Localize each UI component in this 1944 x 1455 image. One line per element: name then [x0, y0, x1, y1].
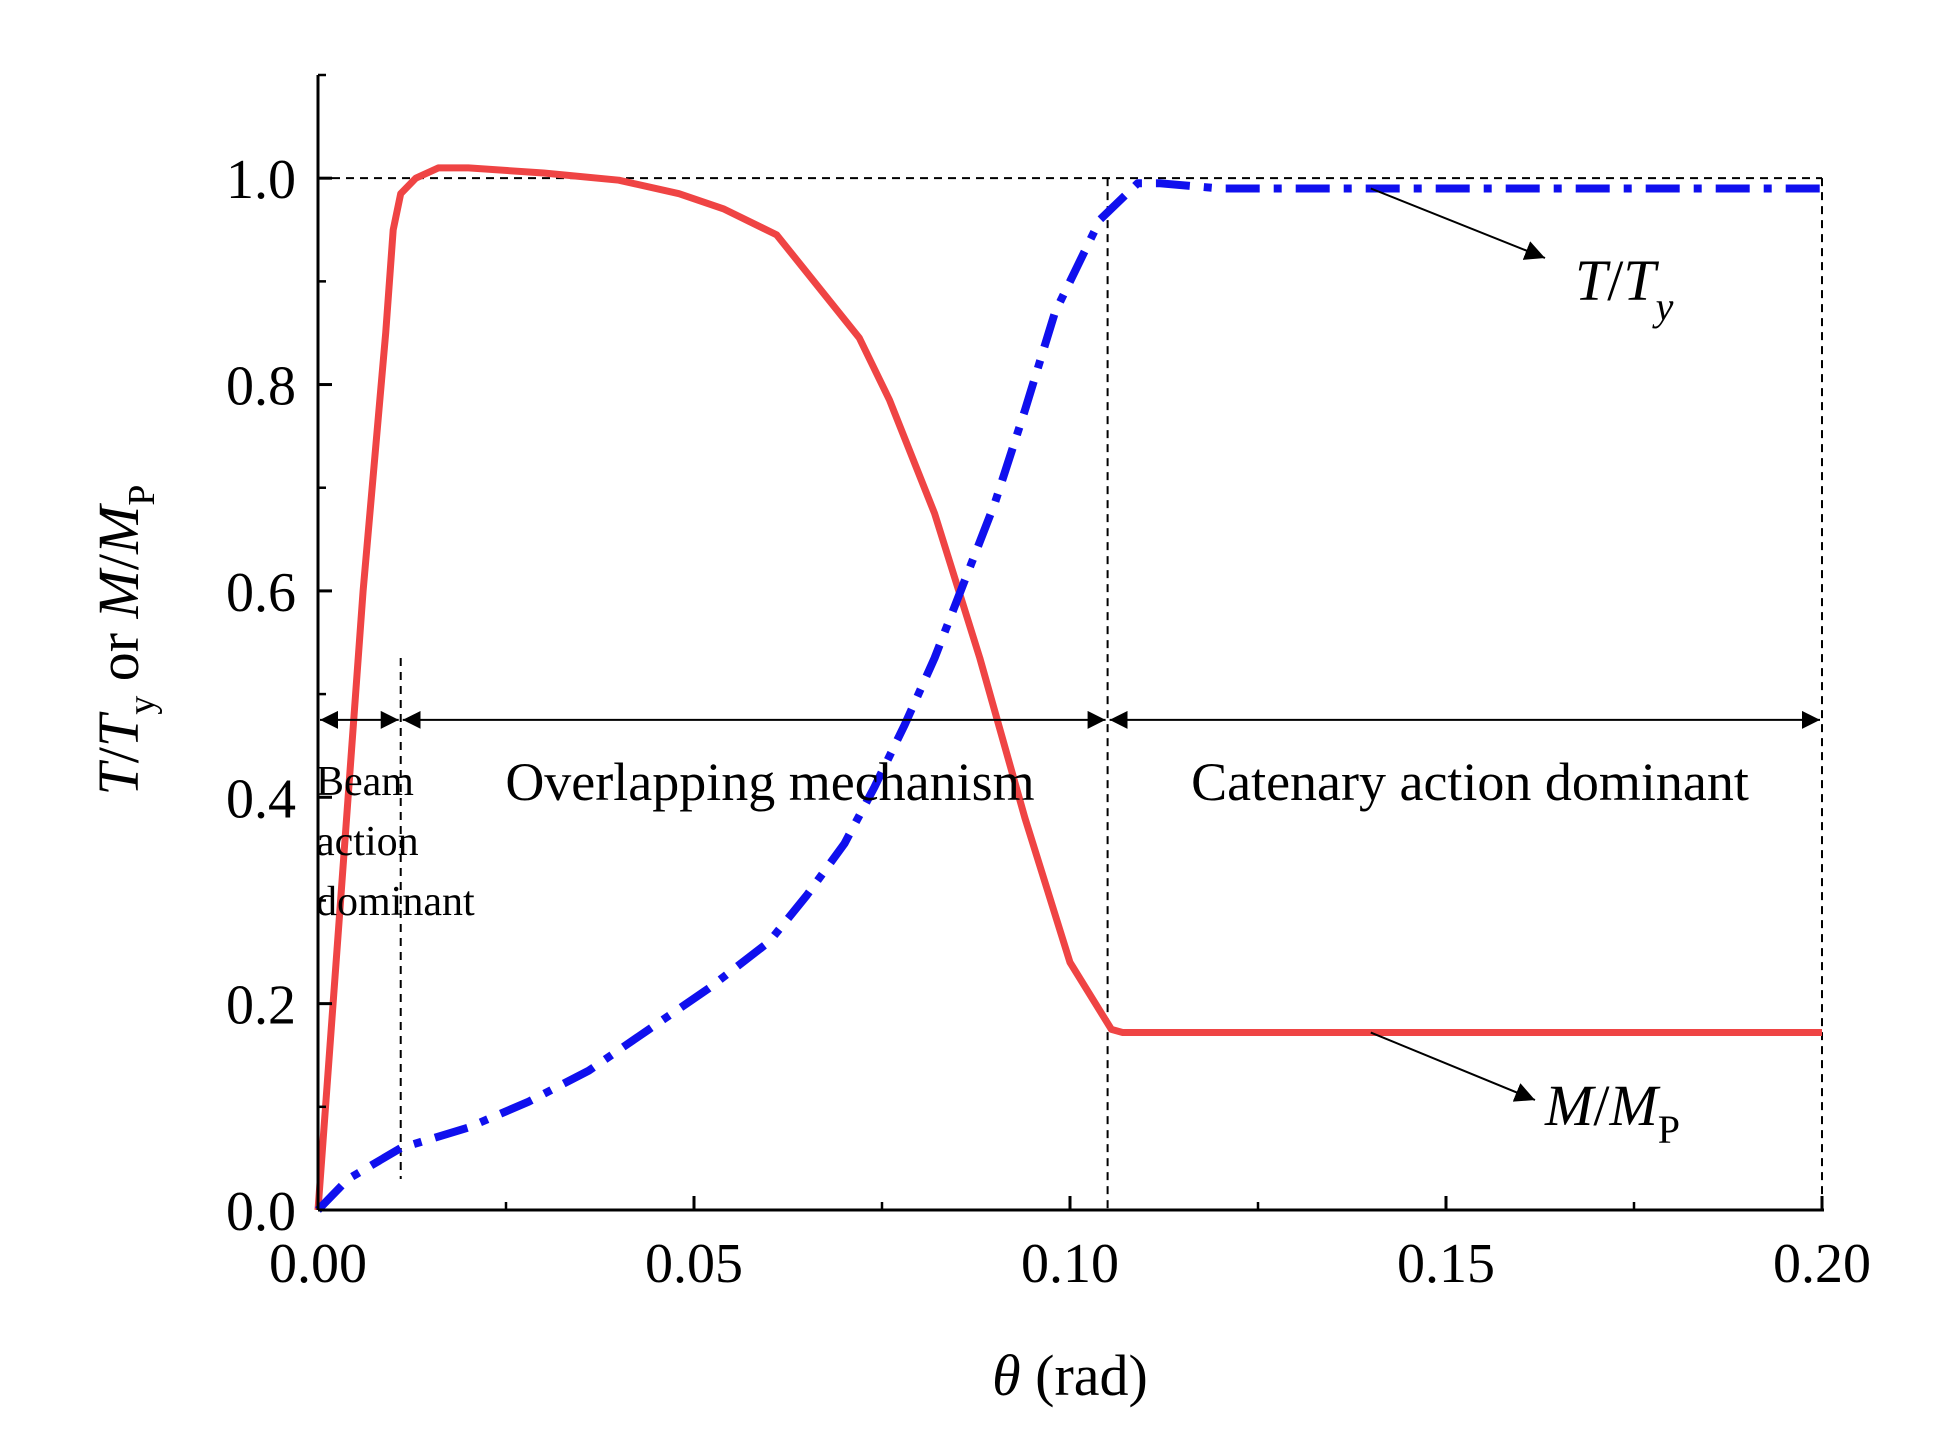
series-group — [314, 164, 1822, 1213]
y-axis-title-m: M — [86, 567, 151, 619]
y-tick-label: 0.0 — [226, 1181, 296, 1243]
series-label-tty: T/Ty — [1575, 248, 1674, 329]
series-label-tty-sub: y — [1652, 284, 1674, 329]
region-label-overlapping: Overlapping mechanism — [505, 752, 1034, 812]
y-tick-label: 0.4 — [226, 768, 296, 830]
callout-line-tty — [1370, 187, 1546, 260]
series-callouts — [1370, 187, 1546, 1102]
x-tick-label: 0.00 — [269, 1233, 367, 1295]
series-label-mmp-sub: P — [1658, 1107, 1680, 1152]
series-label-mmp-m: M — [1544, 1073, 1596, 1138]
y-tick-label: 1.0 — [226, 149, 296, 211]
series-label-tty-t: T — [1575, 248, 1611, 313]
y-ticks: 0.0 0.2 0.4 0.6 0.8 1.0 — [226, 73, 332, 1243]
x-tick-label: 0.15 — [1397, 1233, 1495, 1295]
series-label-mmp: M/MP — [1544, 1073, 1680, 1152]
x-axis-title-symbol: θ — [992, 1343, 1021, 1408]
y-axis-title-sub-p: P — [121, 485, 163, 506]
y-tick-label: 0.8 — [226, 356, 296, 418]
y-axis-title-or: or — [86, 618, 151, 695]
series-label-mmp-m2: M — [1608, 1073, 1660, 1138]
region-label-beam-line3: dominant — [316, 879, 475, 925]
y-axis-title-slash: / — [86, 746, 151, 763]
series-line-mmp — [314, 164, 1822, 1211]
region-label-beam-line1: Beam — [316, 759, 414, 805]
x-axis-title-unit: (rad) — [1035, 1343, 1148, 1408]
y-axis-title: T/Ty or M/MP — [86, 485, 163, 796]
y-axis-title-t: T — [86, 759, 151, 795]
x-tick-label: 0.05 — [645, 1233, 743, 1295]
y-tick-label: 0.6 — [226, 562, 296, 624]
y-axis-title-m2: M — [86, 503, 151, 555]
x-axis-title: θ (rad) — [992, 1343, 1148, 1408]
x-tick-label: 0.20 — [1773, 1233, 1871, 1295]
y-tick-label: 0.2 — [226, 975, 296, 1037]
y-axis-title-slash2: / — [86, 553, 151, 570]
series-line-tty — [315, 179, 1822, 1213]
x-ticks: 0.00 0.05 0.10 0.15 0.20 — [269, 1196, 1871, 1295]
series-label-tty-t2: T — [1623, 248, 1659, 313]
y-axis-title-sub-y: y — [121, 696, 163, 715]
x-tick-label: 0.10 — [1021, 1233, 1119, 1295]
region-label-beam-line2: action — [316, 819, 419, 865]
y-axis-title-t2: T — [86, 711, 151, 747]
axes: 0.00 0.05 0.10 0.15 0.20 0.0 0.2 0.4 0.6 0.8 1.0 — [226, 73, 1871, 1295]
callout-line-mmp — [1370, 1031, 1536, 1102]
region-divider-lines — [399, 178, 1823, 1210]
region-label-catenary: Catenary action dominant — [1191, 752, 1749, 812]
plot-region — [314, 164, 1823, 1213]
series-label-tty-slash: / — [1607, 248, 1624, 313]
series-label-mmp-slash: / — [1593, 1073, 1610, 1138]
x-axis-title-space — [1021, 1343, 1036, 1408]
